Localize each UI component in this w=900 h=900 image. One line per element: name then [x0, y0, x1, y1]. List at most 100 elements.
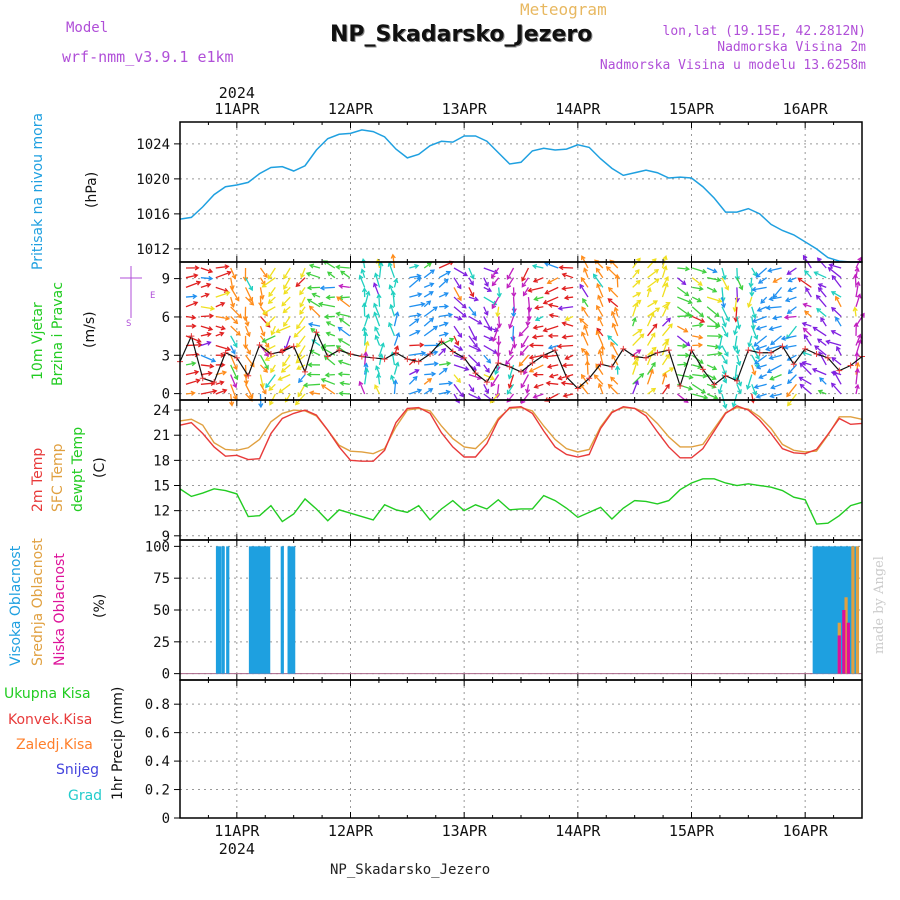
wind-arrow [549, 373, 559, 378]
wind-arrow [595, 364, 604, 375]
wind-arrow [296, 316, 306, 329]
wind-arrow [581, 374, 589, 385]
y-tick-label: 1012 [136, 242, 170, 258]
wind-arrow [307, 298, 321, 308]
wind-arrow [647, 347, 657, 356]
wind-arrow-head [596, 304, 601, 310]
wind-arrow-head [757, 279, 764, 284]
wind-arrow [185, 295, 197, 298]
wind-arrow-head [469, 280, 474, 286]
wind-arrow-head [441, 347, 447, 353]
wind-arrow-head [362, 331, 369, 337]
wind-arrow [483, 325, 499, 332]
wind-arrow [816, 295, 827, 308]
wind-arrow-head [476, 347, 482, 352]
wind-arrow-head [283, 284, 288, 290]
wind-arrow-head [607, 335, 613, 341]
wind-arrow [721, 296, 725, 308]
wind-arrow-head [469, 387, 475, 393]
wind-arrow-head [528, 354, 534, 360]
wind-arrow-head [533, 383, 539, 389]
wind-arrow [532, 335, 544, 338]
date-label-top: 11APR [214, 100, 260, 118]
wind-arrow-head [305, 271, 311, 277]
wind-arrow-head [508, 323, 514, 330]
wind-arrow-head [387, 261, 393, 267]
wind-arrow-head [506, 389, 512, 395]
wind-speed-point [597, 361, 604, 368]
wind-arrow [528, 286, 544, 292]
wind-arrow-head [325, 331, 331, 337]
wind-arrow-head [389, 303, 395, 309]
wind-arrow [817, 257, 827, 269]
wind-arrow [831, 307, 842, 317]
wind-arrow-head [295, 358, 301, 364]
wind-arrow [468, 383, 475, 392]
wind-arrow [244, 345, 251, 355]
wind-arrow-head [545, 380, 551, 386]
wind-arrow [468, 306, 477, 316]
wind-arrow-head [473, 296, 480, 302]
wind-arrow-head [636, 299, 642, 305]
wind-arrow [855, 257, 862, 269]
wind-arrow [378, 354, 383, 366]
wind-arrow [268, 383, 276, 391]
wind-arrow-head [394, 345, 400, 351]
wind-speed-point [358, 353, 365, 360]
wind-arrow-head [506, 274, 512, 281]
wind-arrow [647, 258, 657, 269]
wind-arrow [423, 378, 432, 385]
wind-arrow-head [649, 311, 655, 318]
wind-arrow [692, 344, 702, 347]
wind-speed-point [552, 347, 559, 354]
wind-arrow [787, 267, 797, 275]
wind-arrow [632, 269, 640, 279]
wind-arrow-head [561, 362, 567, 368]
wind-speed-point [608, 363, 615, 370]
wind-arrow [786, 325, 797, 339]
wind-arrow-head [208, 275, 214, 282]
wind-arrow-head [320, 346, 326, 352]
wind-arrow [786, 383, 797, 397]
wind-arrow [483, 384, 489, 394]
wind-arrow [544, 262, 559, 269]
wind-arrow-head [298, 378, 303, 384]
wind-arrow [831, 382, 842, 395]
wind-arrow [661, 323, 673, 337]
wind-arrow [468, 373, 482, 380]
wind-arrow [293, 325, 306, 338]
wind-arrow-head [311, 292, 317, 298]
wind-arrow-head [738, 285, 744, 291]
wind-arrow [831, 330, 842, 337]
wind-arrow [312, 293, 321, 298]
wind-arrow [608, 384, 619, 395]
wind-arrow-head [592, 273, 598, 279]
wind-arrow [607, 335, 619, 347]
wind-arrow-head [662, 372, 668, 378]
wind-arrow-head [300, 273, 305, 279]
wind-arrow [308, 323, 321, 327]
wind-arrow-head [769, 375, 775, 381]
wind-arrow [361, 269, 366, 278]
wind-arrow-head [854, 367, 860, 373]
wind-arrow-head [831, 306, 836, 312]
wind-arrow [215, 291, 230, 298]
wind-arrow [535, 315, 544, 321]
wind-speed-point [665, 347, 672, 354]
wind-arrow [505, 354, 515, 365]
wind-arrow [439, 313, 452, 318]
wind-arrow [534, 383, 544, 388]
wind-arrow [564, 296, 574, 299]
wind-arrow [321, 378, 336, 385]
wind-arrow-head [687, 385, 694, 391]
wind-arrow-head [655, 307, 661, 313]
wind-arrow [734, 364, 738, 381]
wind-arrow-head [766, 368, 772, 374]
wind-arrow [753, 335, 768, 347]
wind-arrow-head [294, 400, 300, 406]
wind-arrow [423, 300, 431, 308]
wind-arrow [309, 264, 321, 269]
wind-arrow-head [337, 371, 343, 377]
wind-arrow-head [389, 374, 395, 380]
wind-arrow [423, 325, 438, 337]
